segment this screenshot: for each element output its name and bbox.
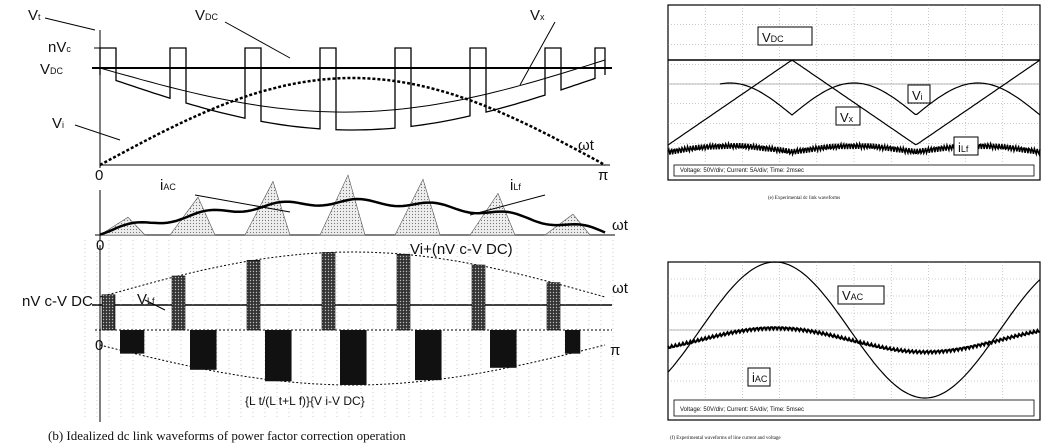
label-wt-3: ωt xyxy=(612,280,629,297)
label-zero-3: 0 xyxy=(95,337,103,354)
vlf-negative xyxy=(415,330,442,380)
label-lower-curve: {L t/(L t+L f)}{V i-V DC} xyxy=(245,394,365,408)
waveforms xyxy=(45,5,1040,422)
vlf-negative xyxy=(265,330,292,381)
vlf-block xyxy=(247,260,260,330)
vlf-block xyxy=(172,276,185,330)
label-vt: Vt xyxy=(28,7,41,24)
vlf-block xyxy=(397,254,410,330)
vlf-block xyxy=(472,265,485,330)
vlf-block xyxy=(102,295,115,330)
caption-f: (f) Experimental waveforms of line curre… xyxy=(670,436,781,441)
vlf-negative xyxy=(120,330,144,354)
vlf-block xyxy=(322,253,335,330)
pointer xyxy=(225,22,290,58)
figure: Vt VDC Vx nVc VDC Vi ωt 0 π iAC iLf ωt 0… xyxy=(0,0,1047,448)
label-iac: iAC xyxy=(160,177,176,194)
label-vdc-axis: VDC xyxy=(40,61,64,78)
label-level: nV c-V DC xyxy=(22,293,93,310)
label-upper-curve: Vi+(nV c-V DC) xyxy=(410,241,513,258)
label-zero-2: 0 xyxy=(96,237,104,254)
label-vi: Vi xyxy=(52,115,64,132)
scope-info-e: Voltage: 50V/div; Current: 5A/div; Time:… xyxy=(680,168,804,174)
vlf-negative xyxy=(340,330,367,385)
label-pi-3: π xyxy=(610,342,620,359)
label-wt-2: ωt xyxy=(612,217,629,234)
caption-b: (b) Idealized dc link waveforms of power… xyxy=(48,428,406,443)
label-nvc: nVc xyxy=(48,39,71,56)
vlf-negative xyxy=(565,330,580,354)
vlf-block xyxy=(547,283,560,330)
scope-info-f: Voltage: 50V/div; Current: 5A/div; Time:… xyxy=(680,407,804,413)
pointer xyxy=(45,18,95,30)
label-pi: π xyxy=(598,167,608,184)
label-vlf: VLf xyxy=(137,291,155,308)
caption-e: (e) Experimental dc link waveforms xyxy=(768,196,840,201)
pointer xyxy=(520,22,555,85)
label-vdc: VDC xyxy=(195,7,219,24)
vlf-negative xyxy=(490,330,517,368)
label-zero: 0 xyxy=(95,167,103,184)
vlf-negative xyxy=(190,330,217,370)
label-wt: ωt xyxy=(578,137,595,154)
label-ilf: iLf xyxy=(510,177,521,194)
pointer xyxy=(75,125,120,140)
vi-wave xyxy=(100,78,605,165)
label-vx: Vx xyxy=(530,7,545,24)
